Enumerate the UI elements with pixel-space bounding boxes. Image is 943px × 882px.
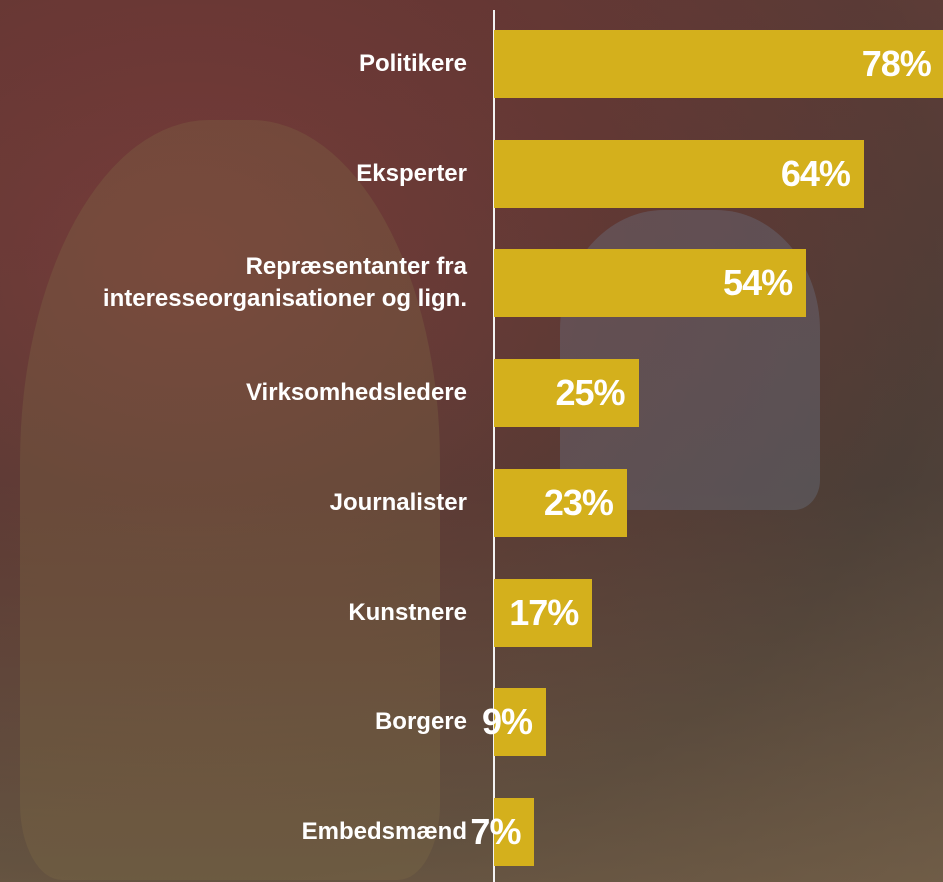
- category-label: Eksperter: [0, 158, 467, 190]
- category-label: Repræsentanter fra interesseorganisation…: [0, 251, 467, 315]
- value-label: 9%: [482, 701, 532, 743]
- category-label: Borgere: [0, 706, 467, 738]
- category-label: Embedsmænd: [0, 816, 467, 848]
- category-label: Kunstnere: [0, 597, 467, 629]
- chart: Politikere 78% Eksperter 64% Repræsentanter …: [0, 0, 943, 882]
- category-label: Virksomhedsledere: [0, 377, 467, 409]
- value-label: 54%: [723, 262, 792, 304]
- category-label: Politikere: [0, 48, 467, 80]
- value-label: 25%: [555, 372, 624, 414]
- category-label: Journalister: [0, 487, 467, 519]
- value-label: 7%: [470, 811, 520, 853]
- value-label: 78%: [862, 43, 931, 85]
- value-label: 23%: [544, 482, 613, 524]
- value-label: 64%: [781, 153, 850, 195]
- value-label: 17%: [509, 592, 578, 634]
